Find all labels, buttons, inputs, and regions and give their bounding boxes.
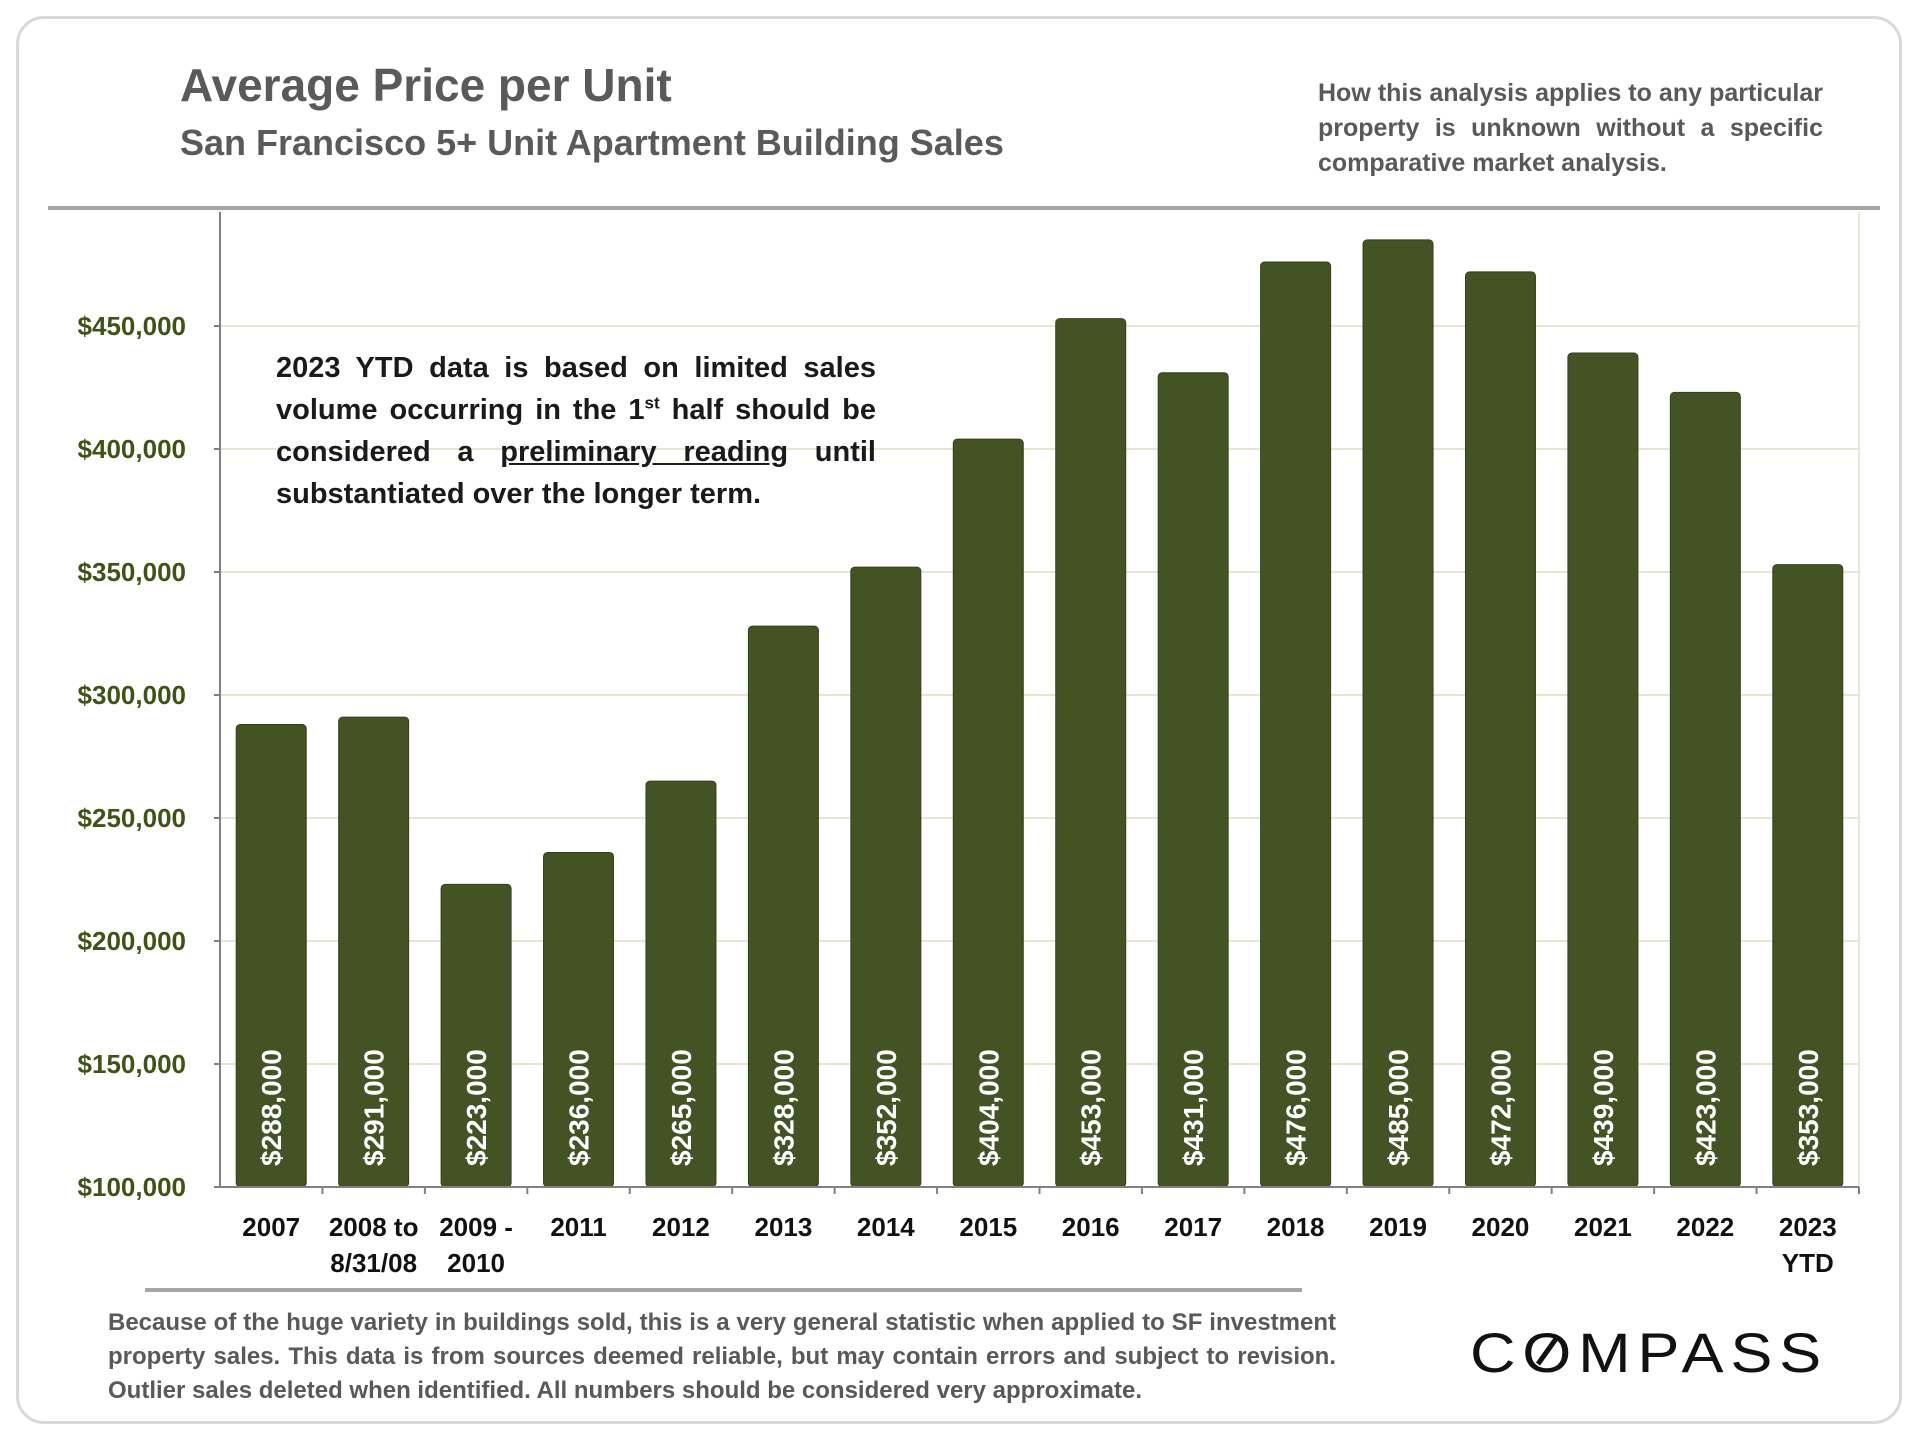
preliminary-data-note: 2023 YTD data is based on limited sales … [276, 347, 876, 515]
y-tick-label: $100,000 [78, 1172, 186, 1202]
header-divider [48, 206, 1880, 210]
bar-value-label: $353,000 [1793, 1049, 1824, 1166]
note-line-2-start: volume occurring in the 1 [276, 394, 645, 426]
x-tick-label: 2016 [1062, 1212, 1120, 1242]
y-tick-label: $250,000 [78, 803, 186, 833]
bar-value-label: $352,000 [871, 1049, 902, 1166]
y-axis-ticks: $100,000 $150,000 $200,000 $250,000 $300,000… [78, 311, 220, 1202]
note-superscript: st [644, 393, 660, 413]
y-tick-label: $350,000 [78, 557, 186, 587]
compass-logo: COMPASS [1470, 1321, 1828, 1380]
note-line-2-end: half should be [659, 394, 876, 426]
x-tick-label: 2011 [550, 1212, 606, 1242]
note-underlined-phrase: preliminary reading [500, 436, 789, 468]
note-line-3-end: until [788, 436, 876, 468]
x-tick-label: YTD [1782, 1248, 1834, 1278]
x-tick-label: 8/31/08 [330, 1248, 417, 1278]
bar-value-label: $423,000 [1690, 1049, 1721, 1166]
x-tick-label: 2009 - [439, 1212, 513, 1242]
data-source-footnote: Because of the huge variety in buildings… [108, 1309, 1336, 1404]
bar-value-label: $439,000 [1588, 1049, 1619, 1166]
x-tick-label: 2013 [754, 1212, 812, 1242]
x-tick-label: 2012 [652, 1212, 710, 1242]
bar-value-label: $404,000 [973, 1049, 1004, 1166]
x-tick-label: 2022 [1676, 1212, 1734, 1242]
bar [1260, 261, 1332, 1188]
x-tick-label: 2007 [242, 1212, 300, 1242]
bar-value-label: $485,000 [1383, 1049, 1414, 1166]
bar-value-label: $291,000 [359, 1049, 390, 1166]
x-tick-label: 2019 [1369, 1212, 1427, 1242]
bar-value-label: $472,000 [1485, 1049, 1516, 1166]
y-tick-label: $450,000 [78, 311, 186, 341]
x-tick-label: 2010 [447, 1248, 505, 1278]
bar-value-label: $288,000 [256, 1049, 287, 1166]
note-line-1: 2023 YTD data is based on limited sales [276, 352, 876, 384]
bar-value-label: $476,000 [1281, 1049, 1312, 1166]
footer-divider [145, 1288, 1302, 1292]
x-tick-label: 2015 [959, 1212, 1017, 1242]
chart-title: Average Price per Unit [180, 59, 672, 111]
bar-value-label: $236,000 [564, 1049, 595, 1166]
x-tick-label: 2021 [1574, 1212, 1632, 1242]
x-tick-label: 2017 [1164, 1212, 1222, 1242]
note-line-4: substantiated over the longer term. [276, 478, 762, 510]
bar-value-label: $328,000 [768, 1049, 799, 1166]
x-tick-label: 2020 [1472, 1212, 1530, 1242]
bars [235, 239, 1844, 1188]
bar-value-label: $265,000 [666, 1049, 697, 1166]
bar [1362, 239, 1434, 1188]
y-tick-label: $300,000 [78, 680, 186, 710]
note-line-2: volume occurring in the 1st half should … [276, 389, 876, 431]
compass-logo-text: COMPASS [1470, 1321, 1828, 1380]
chart-subtitle: San Francisco 5+ Unit Apartment Building… [180, 122, 1004, 163]
y-tick-label: $150,000 [78, 1049, 186, 1079]
bar-value-label: $223,000 [461, 1049, 492, 1166]
bar-value-label: $453,000 [1076, 1049, 1107, 1166]
y-tick-label: $400,000 [78, 434, 186, 464]
analysis-disclaimer: How this analysis applies to any particu… [1318, 79, 1823, 177]
note-line-3: considered a preliminary reading until [276, 431, 876, 473]
x-tick-label: 2008 to [329, 1212, 419, 1242]
bar-value-label: $431,000 [1178, 1049, 1209, 1166]
bar-value-labels: $288,000 $291,000 $223,000 $236,000 $265,000… [256, 1049, 1824, 1166]
x-tick-label: 2014 [857, 1212, 915, 1242]
x-tick-label: 2023 [1779, 1212, 1837, 1242]
note-line-3-start: considered a [276, 436, 501, 468]
x-axis-ticks: 2007 2008 to 8/31/08 2009 - 2010 2011 2012 2013… [242, 1187, 1860, 1278]
x-tick-label: 2018 [1267, 1212, 1325, 1242]
compass-logo-needle [1535, 1334, 1561, 1366]
y-tick-label: $200,000 [78, 926, 186, 956]
